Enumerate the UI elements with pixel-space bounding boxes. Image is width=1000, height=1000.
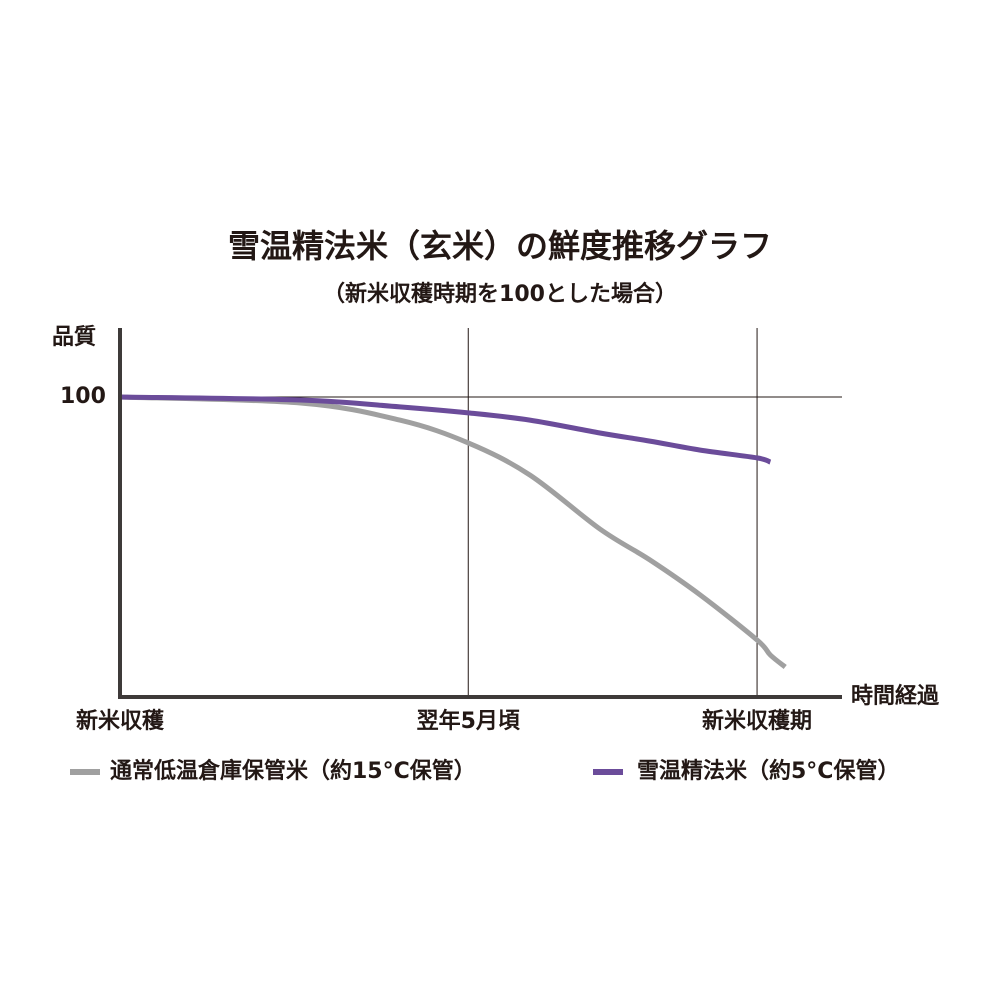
legend-label: 通常低温倉庫保管米（約15°C保管） [110, 758, 476, 784]
x-axis-label: 時間経過 [851, 683, 940, 709]
chart-subtitle: （新米収穫時期を100とした場合） [323, 281, 677, 307]
y-tick-label: 100 [60, 384, 106, 409]
y-axis-label: 品質 [52, 325, 96, 350]
x-tick-label: 新米収穫期 [702, 708, 812, 734]
x-tick-label: 新米収穫 [76, 708, 165, 734]
series-line [119, 394, 787, 669]
chart-title: 雪温精法米（玄米）の鮮度推移グラフ [228, 227, 772, 265]
legend-label: 雪温精法米（約5°C保管） [637, 758, 899, 784]
series-line [119, 394, 772, 465]
x-tick-label: 翌年5月頃 [417, 708, 521, 734]
